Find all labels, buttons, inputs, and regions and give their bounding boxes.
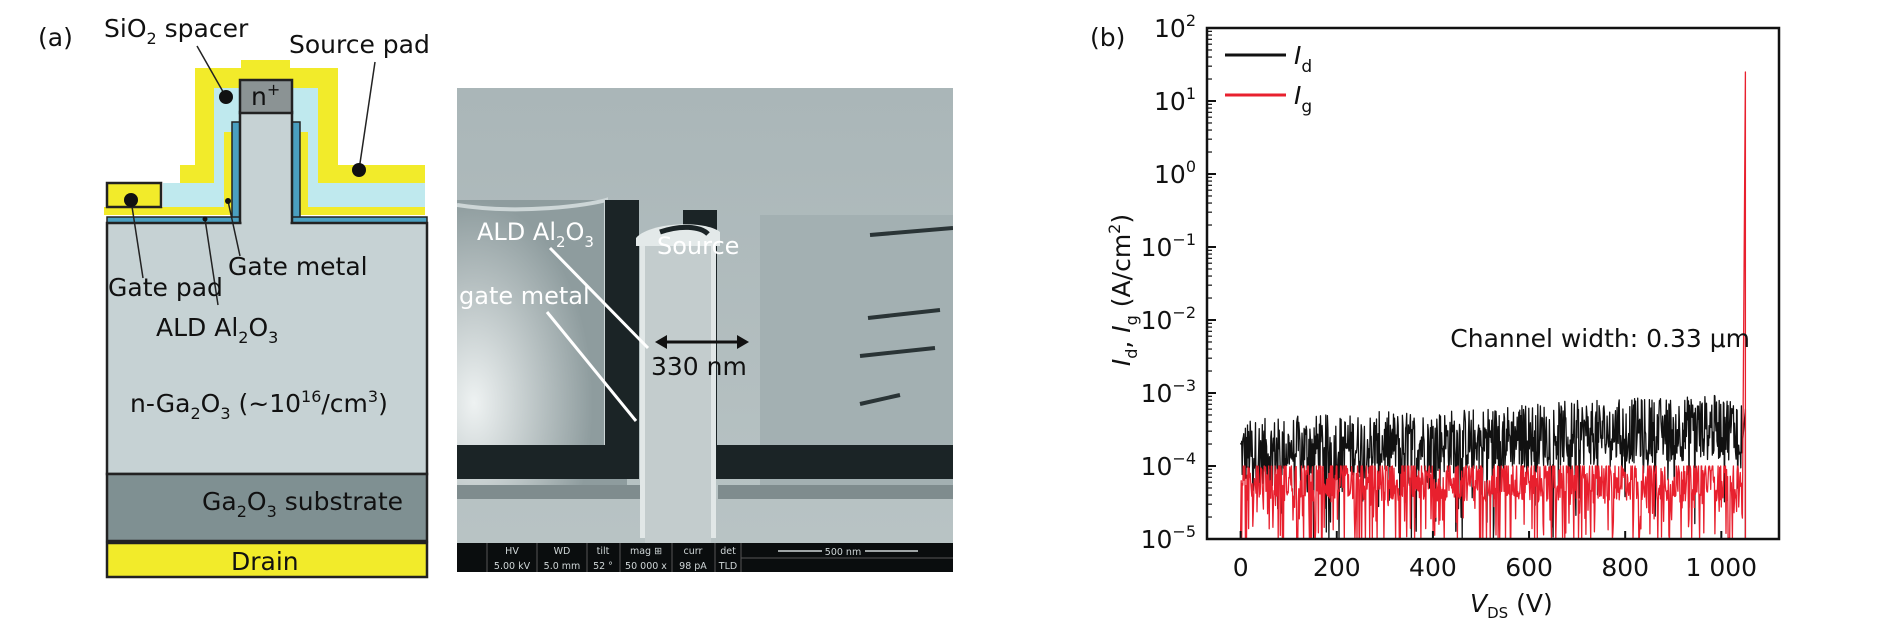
x-tick-label: 1 000: [1686, 553, 1758, 582]
series-id-line: [1240, 394, 1747, 540]
leader-lines: [130, 45, 376, 306]
info-value-hv: 5.00 kV: [494, 561, 531, 572]
legend-label-id: Id: [1294, 41, 1312, 77]
leakage-chart: 0 200 400 600 800 1 000 102 101 100 10−1 10−2 10−3 1…: [1105, 11, 1781, 622]
panel-b-label: (b): [1090, 23, 1125, 52]
pillar-join: [241, 215, 291, 227]
info-header-tilt: tilt: [597, 546, 610, 557]
sem-info-bar: HV WD tilt mag ⊞ curr det 5.00 kV 5.0 mm…: [457, 543, 953, 572]
label-drain: Drain: [231, 547, 299, 576]
info-value-wd: 5.0 mm: [544, 561, 581, 572]
ald-marker-dot: [202, 216, 208, 222]
sem-leader-ald: [548, 246, 650, 350]
y-tick-label: 10−2: [1141, 303, 1196, 335]
ticks-layer: 0 200 400 600 800 1 000 102 101 100 10−1 10−2 10−3 1…: [1141, 11, 1758, 582]
info-value-det: TLD: [718, 561, 737, 572]
x-tick-label: 0: [1233, 553, 1249, 582]
info-header-det: det: [720, 546, 736, 557]
legend-label-ig: Ig: [1294, 81, 1312, 117]
x-tick-label: 200: [1313, 553, 1361, 582]
label-drift-layer: n-Ga2O3 (~1016/cm3): [130, 387, 388, 423]
sem-label-source: Source: [657, 232, 739, 260]
width-arrow: [655, 335, 749, 349]
series-ig-line: [1239, 71, 1747, 540]
n-plus-region: [238, 78, 294, 115]
leader-ald: [204, 218, 219, 306]
y-tick-label: 10−4: [1141, 449, 1196, 481]
label-gate-pad: Gate pad: [108, 273, 223, 302]
label-ald-al2o3: ALD Al2O3: [156, 313, 278, 347]
sem-label-width: 330 nm: [651, 352, 747, 381]
info-value-mag: 50 000 x: [625, 561, 667, 572]
info-header-mag: mag ⊞: [630, 546, 662, 557]
source-pad-marker-dot: [352, 163, 366, 177]
x-tick-label: 400: [1409, 553, 1457, 582]
leader-gate-metal: [227, 200, 241, 257]
series-layer: [1239, 71, 1747, 540]
substrate: [105, 472, 429, 543]
info-header-wd: WD: [554, 546, 571, 557]
sem-label-ald-al2o3: ALD Al2O3: [477, 218, 594, 251]
plot-frame: [1205, 26, 1781, 541]
y-tick-label: 10−3: [1141, 376, 1196, 408]
drain-metal: [105, 541, 429, 579]
scale-bar-label: 500 nm: [825, 547, 861, 558]
label-sio2-spacer: SiO2 spacer: [104, 14, 249, 48]
gate-metal-right: [300, 132, 308, 208]
label-gate-metal: Gate metal: [228, 252, 368, 281]
drift-layer: [105, 221, 429, 476]
y-tick-label: 101: [1154, 84, 1196, 116]
info-header-hv: HV: [505, 546, 519, 557]
y-tick-label: 102: [1154, 11, 1196, 43]
sio2-marker-dot: [219, 90, 233, 104]
label-substrate: Ga2O3 substrate: [202, 487, 403, 521]
label-source-pad: Source pad: [289, 30, 430, 59]
leader-source-pad: [358, 61, 376, 171]
info-value-curr: 98 pA: [679, 561, 707, 572]
y-tick-label: 10−5: [1141, 522, 1196, 554]
x-tick-label: 800: [1601, 553, 1649, 582]
gate-metal-left: [224, 132, 232, 208]
x-axis-label: VDS (V): [1470, 589, 1553, 622]
ga2o3-pillar: [238, 110, 294, 226]
gate-pad-marker-dot: [124, 193, 138, 207]
x-tick-label: 600: [1505, 553, 1553, 582]
y-axis-label: Id, Ig (A/cm2): [1105, 214, 1141, 366]
leader-sio2: [196, 45, 227, 98]
info-value-tilt: 52 °: [593, 561, 613, 572]
device-schematic: SiO2 spacer Source pad n+ Gate metal Gat…: [104, 14, 430, 579]
y-tick-label: 100: [1154, 157, 1196, 189]
info-header-curr: curr: [684, 546, 703, 557]
sem-image: ALD Al2O3 Source gate metal 330 nm HV WD…: [457, 88, 953, 572]
panel-a-label: (a): [38, 23, 73, 52]
label-n-plus: n+: [251, 80, 280, 111]
leader-gate-pad: [130, 199, 144, 279]
legend: Id Ig: [1225, 41, 1312, 117]
gate-metal-marker-dot: [225, 198, 231, 204]
sem-label-gate-metal: gate metal: [459, 282, 590, 310]
annotation-channel-width: Channel width: 0.33 μm: [1450, 324, 1750, 353]
sem-leader-gate-metal: [545, 311, 638, 422]
y-tick-label: 10−1: [1141, 230, 1196, 262]
